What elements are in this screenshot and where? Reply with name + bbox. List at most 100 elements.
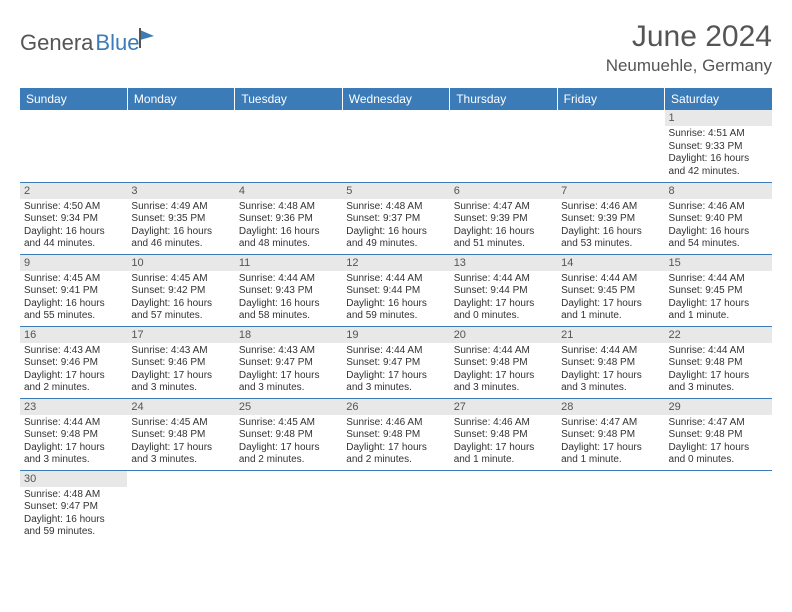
calendar-cell: 16Sunrise: 4:43 AMSunset: 9:46 PMDayligh… (20, 326, 127, 398)
day-number: 20 (450, 327, 557, 343)
day-details: Sunrise: 4:44 AMSunset: 9:48 PMDaylight:… (665, 343, 772, 397)
calendar-cell: 25Sunrise: 4:45 AMSunset: 9:48 PMDayligh… (235, 398, 342, 470)
calendar-cell (342, 470, 449, 542)
day-number: 19 (342, 327, 449, 343)
location: Neumuehle, Germany (606, 56, 772, 76)
calendar-cell: 23Sunrise: 4:44 AMSunset: 9:48 PMDayligh… (20, 398, 127, 470)
logo-text-2: Blue (95, 30, 139, 56)
day-details: Sunrise: 4:44 AMSunset: 9:44 PMDaylight:… (450, 271, 557, 325)
weekday-header: Friday (557, 88, 664, 110)
weekday-header: Tuesday (235, 88, 342, 110)
calendar-cell: 15Sunrise: 4:44 AMSunset: 9:45 PMDayligh… (665, 254, 772, 326)
calendar-table: SundayMondayTuesdayWednesdayThursdayFrid… (20, 88, 772, 542)
calendar-head: SundayMondayTuesdayWednesdayThursdayFrid… (20, 88, 772, 110)
day-number: 22 (665, 327, 772, 343)
day-number: 2 (20, 183, 127, 199)
day-number: 8 (665, 183, 772, 199)
calendar-cell: 11Sunrise: 4:44 AMSunset: 9:43 PMDayligh… (235, 254, 342, 326)
day-details: Sunrise: 4:46 AMSunset: 9:48 PMDaylight:… (450, 415, 557, 469)
day-details: Sunrise: 4:43 AMSunset: 9:46 PMDaylight:… (127, 343, 234, 397)
calendar-cell: 24Sunrise: 4:45 AMSunset: 9:48 PMDayligh… (127, 398, 234, 470)
calendar-cell: 14Sunrise: 4:44 AMSunset: 9:45 PMDayligh… (557, 254, 664, 326)
day-number: 15 (665, 255, 772, 271)
calendar-cell: 13Sunrise: 4:44 AMSunset: 9:44 PMDayligh… (450, 254, 557, 326)
day-details: Sunrise: 4:44 AMSunset: 9:48 PMDaylight:… (20, 415, 127, 469)
calendar-cell: 28Sunrise: 4:47 AMSunset: 9:48 PMDayligh… (557, 398, 664, 470)
calendar-cell: 17Sunrise: 4:43 AMSunset: 9:46 PMDayligh… (127, 326, 234, 398)
day-details: Sunrise: 4:44 AMSunset: 9:47 PMDaylight:… (342, 343, 449, 397)
day-details: Sunrise: 4:46 AMSunset: 9:40 PMDaylight:… (665, 199, 772, 253)
calendar-cell (235, 110, 342, 182)
calendar-cell: 19Sunrise: 4:44 AMSunset: 9:47 PMDayligh… (342, 326, 449, 398)
day-number: 30 (20, 471, 127, 487)
day-details: Sunrise: 4:48 AMSunset: 9:37 PMDaylight:… (342, 199, 449, 253)
day-number: 13 (450, 255, 557, 271)
calendar-cell: 7Sunrise: 4:46 AMSunset: 9:39 PMDaylight… (557, 182, 664, 254)
day-details: Sunrise: 4:49 AMSunset: 9:35 PMDaylight:… (127, 199, 234, 253)
day-details: Sunrise: 4:44 AMSunset: 9:48 PMDaylight:… (450, 343, 557, 397)
day-details: Sunrise: 4:46 AMSunset: 9:39 PMDaylight:… (557, 199, 664, 253)
calendar-cell: 29Sunrise: 4:47 AMSunset: 9:48 PMDayligh… (665, 398, 772, 470)
calendar-cell: 22Sunrise: 4:44 AMSunset: 9:48 PMDayligh… (665, 326, 772, 398)
calendar-body: 1Sunrise: 4:51 AMSunset: 9:33 PMDaylight… (20, 110, 772, 542)
calendar-cell: 10Sunrise: 4:45 AMSunset: 9:42 PMDayligh… (127, 254, 234, 326)
day-details: Sunrise: 4:51 AMSunset: 9:33 PMDaylight:… (665, 126, 772, 180)
day-number: 27 (450, 399, 557, 415)
day-number: 23 (20, 399, 127, 415)
day-details: Sunrise: 4:44 AMSunset: 9:45 PMDaylight:… (557, 271, 664, 325)
day-number: 12 (342, 255, 449, 271)
day-details: Sunrise: 4:44 AMSunset: 9:45 PMDaylight:… (665, 271, 772, 325)
day-details: Sunrise: 4:48 AMSunset: 9:36 PMDaylight:… (235, 199, 342, 253)
flag-icon (139, 28, 159, 48)
day-number: 3 (127, 183, 234, 199)
day-details: Sunrise: 4:48 AMSunset: 9:47 PMDaylight:… (20, 487, 127, 541)
day-details: Sunrise: 4:44 AMSunset: 9:48 PMDaylight:… (557, 343, 664, 397)
header: Genera Blue June 2024 Neumuehle, Germany (20, 20, 772, 76)
day-number: 16 (20, 327, 127, 343)
calendar-cell: 3Sunrise: 4:49 AMSunset: 9:35 PMDaylight… (127, 182, 234, 254)
calendar-cell (127, 470, 234, 542)
calendar-cell: 1Sunrise: 4:51 AMSunset: 9:33 PMDaylight… (665, 110, 772, 182)
day-number: 14 (557, 255, 664, 271)
calendar-cell: 6Sunrise: 4:47 AMSunset: 9:39 PMDaylight… (450, 182, 557, 254)
day-details: Sunrise: 4:46 AMSunset: 9:48 PMDaylight:… (342, 415, 449, 469)
calendar-cell: 30Sunrise: 4:48 AMSunset: 9:47 PMDayligh… (20, 470, 127, 542)
day-details: Sunrise: 4:45 AMSunset: 9:41 PMDaylight:… (20, 271, 127, 325)
day-details: Sunrise: 4:43 AMSunset: 9:46 PMDaylight:… (20, 343, 127, 397)
logo: Genera Blue (20, 20, 159, 56)
day-number: 17 (127, 327, 234, 343)
calendar-cell: 5Sunrise: 4:48 AMSunset: 9:37 PMDaylight… (342, 182, 449, 254)
day-details: Sunrise: 4:47 AMSunset: 9:48 PMDaylight:… (665, 415, 772, 469)
title-block: June 2024 Neumuehle, Germany (606, 20, 772, 76)
calendar-cell (235, 470, 342, 542)
day-details: Sunrise: 4:45 AMSunset: 9:48 PMDaylight:… (127, 415, 234, 469)
calendar-cell: 9Sunrise: 4:45 AMSunset: 9:41 PMDaylight… (20, 254, 127, 326)
calendar-cell (342, 110, 449, 182)
day-number: 11 (235, 255, 342, 271)
day-number: 21 (557, 327, 664, 343)
day-number: 1 (665, 110, 772, 126)
day-number: 28 (557, 399, 664, 415)
day-details: Sunrise: 4:45 AMSunset: 9:42 PMDaylight:… (127, 271, 234, 325)
day-number: 4 (235, 183, 342, 199)
day-details: Sunrise: 4:47 AMSunset: 9:48 PMDaylight:… (557, 415, 664, 469)
day-number: 29 (665, 399, 772, 415)
weekday-header: Thursday (450, 88, 557, 110)
day-number: 7 (557, 183, 664, 199)
day-number: 18 (235, 327, 342, 343)
day-number: 9 (20, 255, 127, 271)
day-number: 25 (235, 399, 342, 415)
day-number: 24 (127, 399, 234, 415)
calendar-cell: 21Sunrise: 4:44 AMSunset: 9:48 PMDayligh… (557, 326, 664, 398)
weekday-header: Saturday (665, 88, 772, 110)
calendar-cell (450, 470, 557, 542)
calendar-cell (665, 470, 772, 542)
calendar-cell: 27Sunrise: 4:46 AMSunset: 9:48 PMDayligh… (450, 398, 557, 470)
day-number: 6 (450, 183, 557, 199)
weekday-header: Sunday (20, 88, 127, 110)
calendar-cell (127, 110, 234, 182)
day-details: Sunrise: 4:44 AMSunset: 9:43 PMDaylight:… (235, 271, 342, 325)
month-title: June 2024 (606, 20, 772, 54)
calendar-cell: 26Sunrise: 4:46 AMSunset: 9:48 PMDayligh… (342, 398, 449, 470)
day-details: Sunrise: 4:45 AMSunset: 9:48 PMDaylight:… (235, 415, 342, 469)
